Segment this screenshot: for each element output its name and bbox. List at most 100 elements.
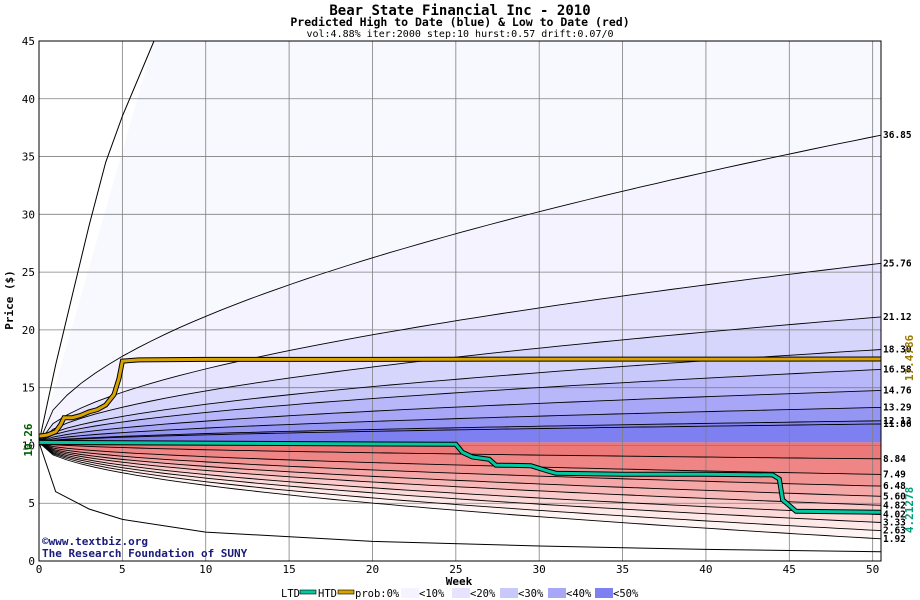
- legend-swatch-30: [500, 588, 518, 598]
- high-band-2: [39, 316, 881, 443]
- copyright-icon: ©: [42, 535, 49, 548]
- x-tick-label: 50: [866, 563, 879, 576]
- high-band-5: [39, 390, 881, 443]
- x-tick-label: 15: [282, 563, 295, 576]
- start-price-label: 10.26: [22, 423, 35, 456]
- low-band-0: [39, 442, 881, 539]
- low-quantile-line-3: [38, 441, 882, 497]
- legend-swatch-20: [452, 588, 470, 598]
- low-quantile-label: 4.02: [883, 510, 906, 521]
- high-quantile-label: 12.13: [883, 416, 912, 427]
- high-quantile-line-0: [38, 423, 882, 443]
- legend-prob-30-label: <30%: [518, 588, 544, 600]
- high-to-date-value-label: 17.4786: [903, 334, 916, 381]
- credit-url: ©www.textbiz.org: [42, 535, 148, 548]
- low-band-5: [39, 442, 881, 497]
- legend-prob-20-label: <20%: [470, 588, 496, 600]
- legend-swatch-10: [401, 588, 419, 598]
- high-quantile-label: 36.85: [883, 130, 912, 141]
- x-tick-label: 10: [199, 563, 212, 576]
- low-band-2: [39, 442, 881, 523]
- y-tick-label: 40: [22, 93, 35, 106]
- x-tick-label: 5: [119, 563, 126, 576]
- y-tick-label: 45: [22, 35, 35, 48]
- legend-htd-label: HTD: [318, 588, 337, 600]
- low-quantile-line-1: [38, 441, 882, 475]
- high-outer-fill: [39, 41, 881, 443]
- htd-line: [38, 357, 882, 438]
- x-tick-label: 30: [533, 563, 546, 576]
- x-tick-label: 20: [366, 563, 379, 576]
- low-quantile-line-7: [38, 442, 882, 532]
- credit-org: The Research Foundation of SUNY: [42, 547, 248, 560]
- low-quantile-line-2: [38, 441, 882, 487]
- low-band-3: [39, 442, 881, 515]
- legend-prob-40-label: <40%: [566, 588, 592, 600]
- legend-swatch-40: [548, 588, 566, 598]
- y-tick-label: 30: [22, 208, 35, 221]
- high-quantile-line-2: [38, 406, 882, 443]
- high-band-6: [39, 407, 881, 443]
- legend-prob-0-label: prob:0%: [355, 588, 400, 600]
- chart-title: Bear State Financial Inc - 2010: [329, 3, 590, 19]
- low-quantile-line-0: [38, 441, 882, 460]
- low-quantile-label: 1.92: [883, 534, 906, 545]
- high-band-3: [39, 349, 881, 443]
- low-quantile-line-8: [38, 442, 882, 540]
- high-quantile-label: 13.29: [883, 402, 912, 413]
- high-quantile-label: 21.12: [883, 312, 912, 323]
- credit-url-text: www.textbiz.org: [49, 535, 148, 548]
- low-quantile-label: 2.63: [883, 526, 906, 537]
- y-tick-label: 10: [22, 439, 35, 452]
- high-quantile-line-7: [38, 262, 882, 443]
- x-tick-label: 35: [616, 563, 629, 576]
- legend-prob-10-label: <10%: [419, 588, 445, 600]
- y-axis-label: Price ($): [3, 270, 16, 330]
- low-to-date-value-label: 4.21278: [903, 487, 916, 533]
- low-quantile-label: 8.84: [883, 454, 906, 465]
- legend-ltd-label: LTD: [281, 588, 300, 600]
- y-tick-label: 20: [22, 324, 35, 337]
- legend: LTD HTD prob:0% <10% <20% <30% <40% <50%: [281, 588, 639, 600]
- low-quantile-label: 3.33: [883, 518, 906, 529]
- low-band-4: [39, 442, 881, 506]
- x-tick-label: 25: [449, 563, 462, 576]
- high-band-0: [39, 135, 881, 443]
- high-quantile-label: 18.30: [883, 345, 912, 356]
- low-quantile-label: 7.49: [883, 469, 906, 480]
- high-quantile-label: 25.76: [883, 258, 912, 269]
- high-band-1: [39, 263, 881, 443]
- plot-frame: [38, 40, 882, 562]
- x-axis-label: Week: [446, 575, 473, 588]
- ltd-line: [38, 440, 882, 514]
- high-band-7: [39, 420, 881, 443]
- high-quantile-line-6: [38, 316, 882, 443]
- high-quantile-line-3: [38, 389, 882, 443]
- low-quantile-label: 4.82: [883, 500, 906, 511]
- y-tick-label: 5: [28, 497, 35, 510]
- y-tick-label: 35: [22, 151, 35, 164]
- legend-ltd-swatch: [299, 589, 317, 595]
- low-quantile-label: 5.60: [883, 491, 906, 502]
- high-quantile-line-1: [38, 420, 882, 443]
- high-quantile-label: 11.86: [883, 419, 912, 430]
- y-tick-label: 25: [22, 266, 35, 279]
- high-quantile-label: 14.76: [883, 385, 912, 396]
- low-band-7: [39, 442, 881, 475]
- chart-params: vol:4.88% iter:2000 step:10 hurst:0.57 d…: [306, 29, 613, 40]
- low-band-1: [39, 442, 881, 531]
- legend-prob-50-label: <50%: [613, 588, 639, 600]
- min-envelope-line: [38, 442, 882, 553]
- x-tick-label: 45: [783, 563, 796, 576]
- high-quantile-line-8: [38, 134, 882, 443]
- y-tick-label: 0: [28, 555, 35, 568]
- low-quantile-line-4: [38, 442, 882, 506]
- high-quantile-label: 16.58: [883, 364, 912, 375]
- high-band-8: [39, 424, 881, 443]
- legend-htd-swatch: [337, 589, 355, 595]
- legend-swatch-50: [595, 588, 613, 598]
- x-tick-label: 40: [699, 563, 712, 576]
- low-quantile-line-5: [38, 442, 882, 515]
